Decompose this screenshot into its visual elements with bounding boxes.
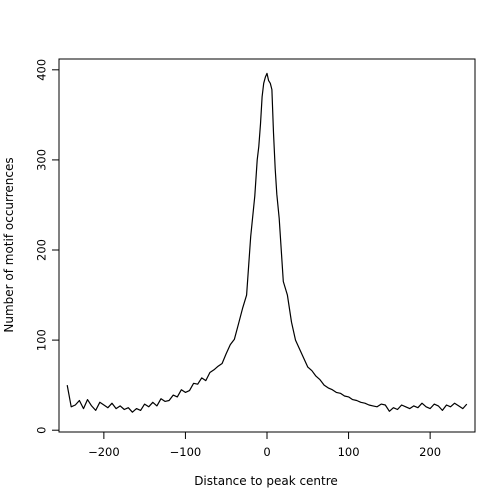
mark-layer — [66, 72, 468, 413]
x-tick-label: 100 — [338, 445, 360, 459]
x-tick-label: 0 — [263, 445, 270, 459]
y-tick-label: 0 — [35, 427, 49, 434]
y-tick-label: 400 — [35, 59, 49, 81]
tick-layer: −200 −100 0 100 200 0 100 200 300 400 — [35, 59, 442, 459]
x-axis-title: Distance to peak centre — [194, 474, 338, 488]
x-tick-label: 200 — [419, 445, 441, 459]
plot-frame — [58, 58, 476, 433]
y-tick-label: 300 — [35, 149, 49, 171]
y-tick-label: 100 — [35, 329, 49, 351]
x-tick-label: −200 — [88, 445, 120, 459]
y-axis-title: Number of motif occurrences — [2, 157, 16, 332]
x-tick-label: −100 — [170, 445, 202, 459]
y-tick-label: 200 — [35, 239, 49, 261]
series-line-1 — [66, 72, 468, 413]
